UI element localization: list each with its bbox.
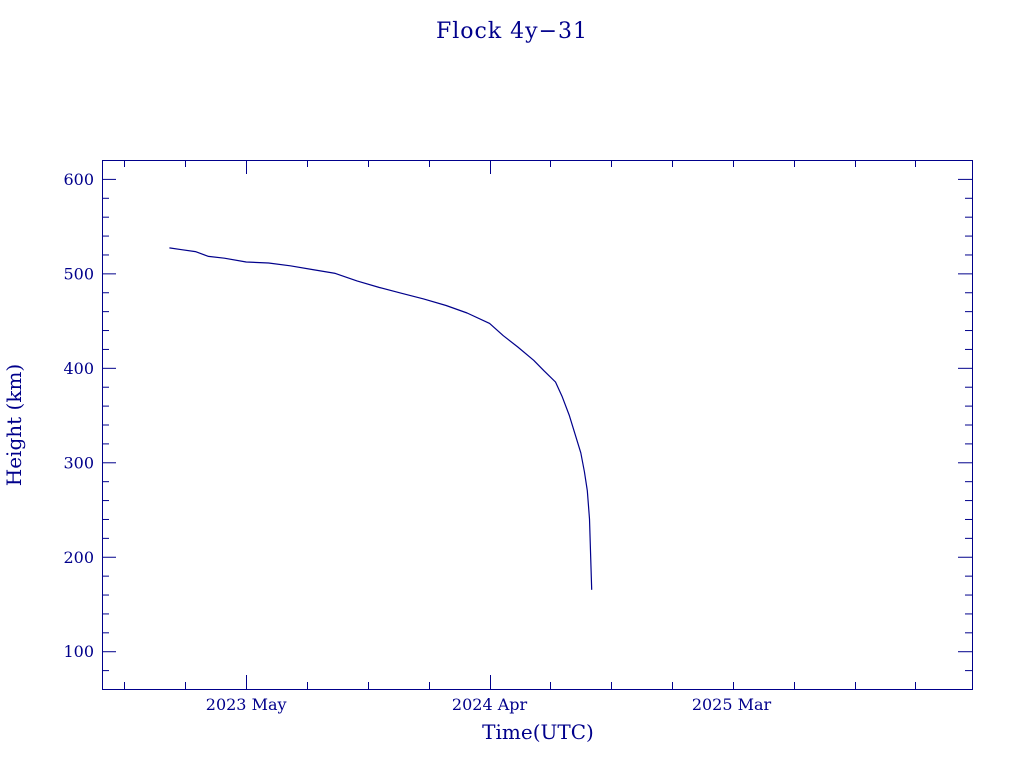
- x-axis-label: Time(UTC): [482, 720, 594, 744]
- x-tick-label: 2023 May: [206, 695, 287, 714]
- plot-frame: [102, 160, 973, 690]
- ticks-layer: 100 200 300 400 500 600 2023 May 2024 Apr 2025 M…: [63, 160, 972, 714]
- x-tick-label: 2024 Apr: [452, 695, 528, 714]
- y-tick-label: 600: [63, 170, 94, 189]
- x-tick-label: 2025 Mar: [692, 695, 772, 714]
- y-tick-label: 400: [63, 359, 94, 378]
- series-line: [169, 247, 593, 590]
- y-tick-label: 500: [63, 264, 94, 283]
- y-tick-label: 200: [63, 548, 94, 567]
- y-axis-label: Height (km): [2, 364, 26, 486]
- chart-title: Flock 4y−31: [436, 19, 588, 44]
- y-tick-label: 300: [63, 453, 94, 472]
- y-tick-label: 100: [63, 642, 94, 661]
